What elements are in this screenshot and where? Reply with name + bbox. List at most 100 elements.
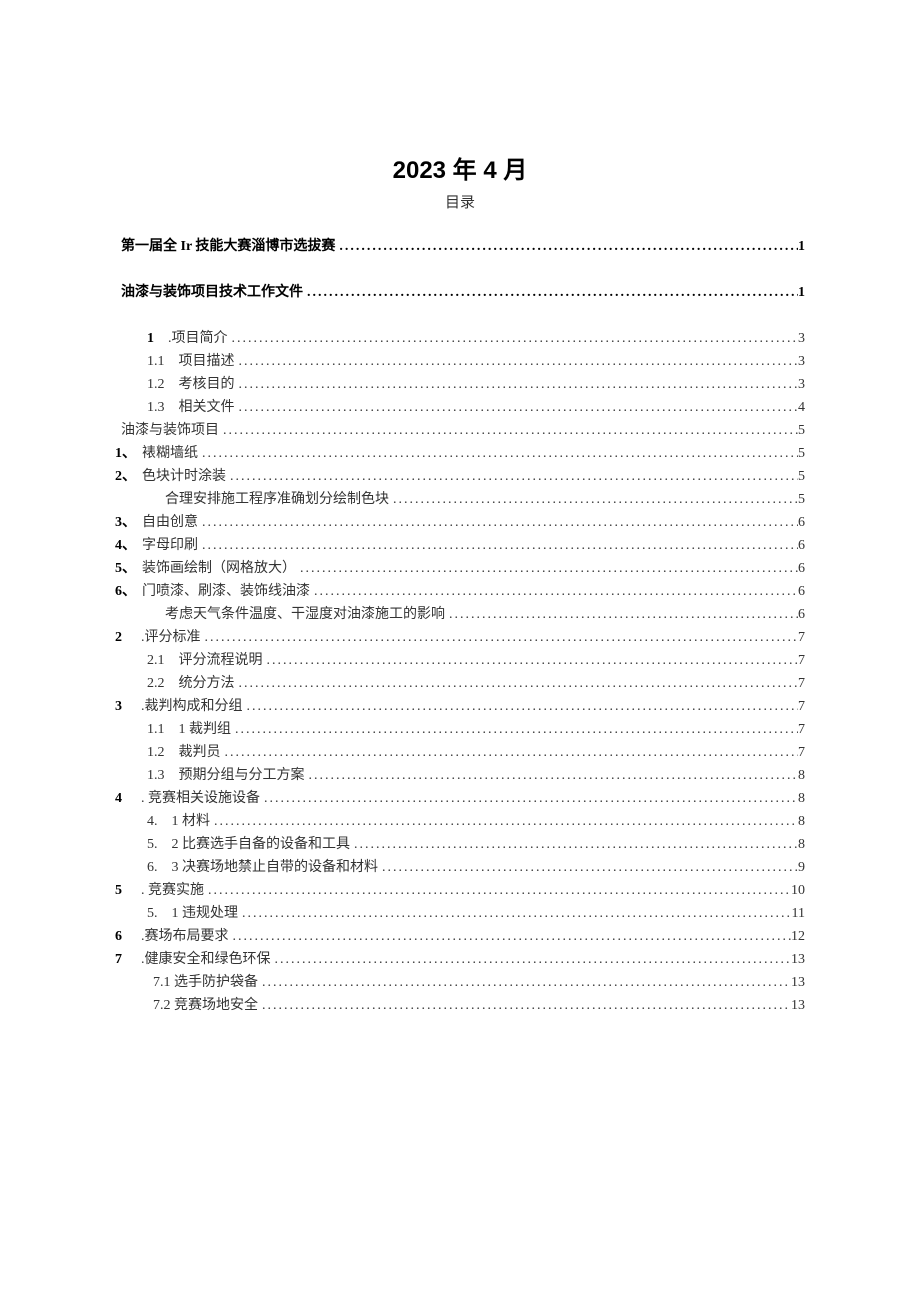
toc-row: 第一届全 Ir 技能大赛淄博市选拔赛......................… [115,240,805,254]
toc-leader-dots: ........................................… [305,769,799,783]
toc-leader-dots: ........................................… [204,884,791,898]
toc-leader-dots: ........................................… [335,240,798,254]
toc-row: 6.赛场布局要求................................… [115,930,805,944]
toc-leader-dots: ........................................… [243,700,799,714]
toc-leader-dots: ........................................… [198,516,798,530]
toc-entry-number: 4 [115,792,141,806]
toc-row: 1.项目简介..................................… [115,332,805,346]
toc-entry-page: 1 [798,286,805,300]
toc-leader-dots: ........................................… [228,332,799,346]
toc-entry-number: 5. [115,907,164,921]
toc-entry-label: 相关文件 [171,401,235,415]
toc-entry-page: 13 [791,953,805,967]
toc-entry-label: . 竞赛相关设施设备 [141,792,260,806]
toc-leader-dots: ........................................… [235,355,799,369]
toc-leader-dots: ........................................… [350,838,798,852]
toc-entry-page: 7 [798,746,805,760]
toc-leader-dots: ........................................… [219,424,798,438]
toc-entry-label: 项目描述 [171,355,235,369]
toc-row: 7.1 选手防护袋备..............................… [115,976,805,990]
toc-entry-page: 5 [798,493,805,507]
toc-entry-page: 6 [798,539,805,553]
toc-entry-label: .健康安全和绿色环保 [141,953,271,967]
toc-entry-number: 5. [115,838,164,852]
toc-entry-label: 合理安排施工程序准确划分绘制色块 [165,493,389,507]
toc-row: 1.3预期分组与分工方案............................… [115,769,805,783]
toc-leader-dots: ........................................… [238,907,792,921]
toc-entry-page: 10 [791,884,805,898]
toc-entry-label: 装饰画绘制（网格放大） [142,562,296,576]
toc-entry-label: 色块计时涂装 [142,470,226,484]
toc-entry-number: 7 [115,953,141,967]
toc-entry-page: 9 [798,861,805,875]
toc-entry-label: 1 裁判组 [171,723,232,737]
toc-row: 2、色块计时涂装................................… [115,470,805,484]
toc-entry-page: 6 [798,562,805,576]
toc-entry-number: 3 [115,700,141,714]
toc-entry-page: 8 [798,815,805,829]
toc-leader-dots: ........................................… [221,746,799,760]
toc-leader-dots: ........................................… [258,999,791,1013]
toc-entry-label: 考核目的 [171,378,235,392]
toc-entry-number: 4、 [115,539,142,553]
toc-entry-number: 1.1 [115,355,171,369]
toc-entry-page: 11 [792,907,805,921]
toc-entry-number: 1.2 [115,378,171,392]
toc-entry-page: 8 [798,769,805,783]
toc-row: 油漆与装饰项目.................................… [115,424,805,438]
toc-entry-label: 1 材料 [164,815,211,829]
toc-entry-number: 2、 [115,470,142,484]
toc-row: 3、自由创意..................................… [115,516,805,530]
toc-entry-number: 1.3 [115,769,171,783]
toc-leader-dots: ........................................… [235,378,799,392]
toc-entry-number: 1 [115,332,160,346]
toc-entry-page: 4 [798,401,805,415]
toc-row: 2.2统分方法.................................… [115,677,805,691]
toc-row: 5、装饰画绘制（网格放大）...........................… [115,562,805,576]
table-of-contents: 第一届全 Ir 技能大赛淄博市选拔赛......................… [115,240,805,1013]
toc-entry-number: 6 [115,930,141,944]
toc-row: 2.1评分流程说明...............................… [115,654,805,668]
toc-entry-page: 7 [798,723,805,737]
toc-leader-dots: ........................................… [235,677,799,691]
toc-row: 4. 竞赛相关设施设备.............................… [115,792,805,806]
toc-row: 1.2裁判员..................................… [115,746,805,760]
toc-entry-label: 统分方法 [171,677,235,691]
toc-entry-page: 3 [798,355,805,369]
toc-entry-label: 裱糊墙纸 [142,447,198,461]
toc-entry-page: 8 [798,838,805,852]
toc-leader-dots: ........................................… [231,723,798,737]
toc-entry-page: 3 [798,332,805,346]
toc-entry-label: 考虑天气条件温度、干湿度对油漆施工的影响 [165,608,445,622]
toc-leader-dots: ........................................… [201,631,799,645]
toc-entry-page: 7 [798,677,805,691]
toc-row: 1.3相关文件.................................… [115,401,805,415]
toc-entry-label: 字母印刷 [142,539,198,553]
toc-leader-dots: ........................................… [296,562,798,576]
toc-entry-page: 7 [798,700,805,714]
toc-entry-page: 12 [791,930,805,944]
toc-entry-label: 1 违规处理 [164,907,239,921]
toc-row: 1.11 裁判组................................… [115,723,805,737]
toc-leader-dots: ........................................… [271,953,792,967]
toc-entry-label: 7.2 竞赛场地安全 [153,999,258,1013]
toc-entry-page: 13 [791,999,805,1013]
toc-leader-dots: ........................................… [198,447,798,461]
toc-entry-page: 6 [798,585,805,599]
document-page: 2023 年 4 月 目录 第一届全 Ir 技能大赛淄博市选拔赛........… [0,0,920,1082]
toc-entry-page: 6 [798,608,805,622]
toc-row: 2.评分标准..................................… [115,631,805,645]
toc-entry-number: 1.3 [115,401,171,415]
toc-entry-number: 2 [115,631,141,645]
toc-entry-number: 5、 [115,562,142,576]
toc-leader-dots: ........................................… [389,493,798,507]
toc-entry-page: 13 [791,976,805,990]
toc-row: 6、门喷漆、刷漆、装饰线油漆..........................… [115,585,805,599]
toc-entry-label: 裁判员 [171,746,221,760]
toc-entry-label: .裁判构成和分组 [141,700,243,714]
page-title: 目录 [115,191,805,212]
toc-leader-dots: ........................................… [210,815,798,829]
toc-entry-label: .项目简介 [160,332,228,346]
toc-entry-label: .赛场布局要求 [141,930,229,944]
toc-leader-dots: ........................................… [303,286,798,300]
